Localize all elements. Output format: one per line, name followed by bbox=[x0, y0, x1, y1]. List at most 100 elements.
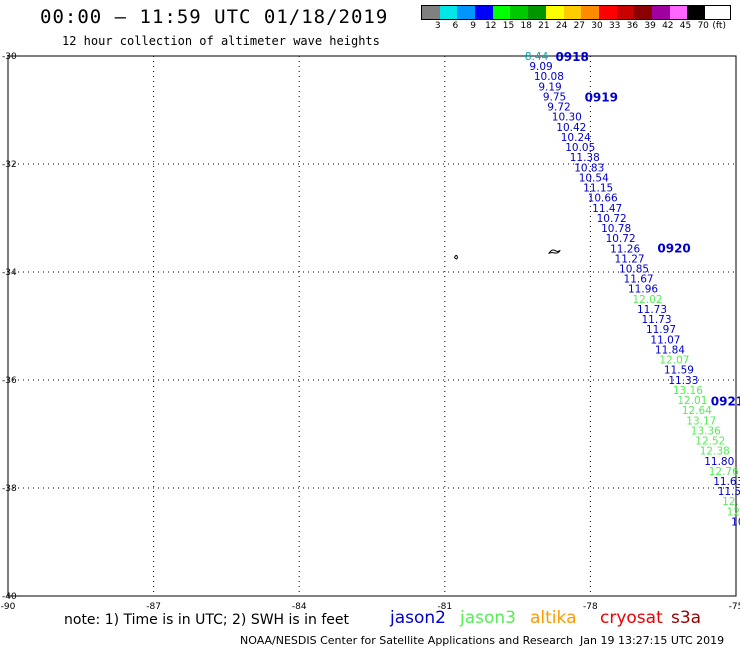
wave-height-value: 9.09 bbox=[529, 61, 552, 73]
wave-height-value: 12. bbox=[727, 506, 740, 518]
wave-height-value: 12.1 bbox=[722, 496, 740, 508]
color-scale-labels: 3 6 9 12 15 18 21 24 27 30 33 36 39 42 45 70 (ft) bbox=[421, 20, 731, 32]
wave-height-value: 12.52 bbox=[695, 436, 725, 448]
color-scale-swatch bbox=[651, 6, 670, 19]
wave-height-value: 10.72 bbox=[597, 213, 627, 225]
wave-height-value: 12.64 bbox=[682, 405, 712, 417]
wave-height-value: 12.76 bbox=[709, 466, 739, 478]
wave-height-value: 12.38 bbox=[700, 446, 730, 458]
wave-height-value: 9.72 bbox=[547, 102, 570, 114]
latitude-tick-label: -32 bbox=[2, 160, 17, 170]
color-scale-label: 21 bbox=[538, 21, 550, 31]
color-scale-unit: (ft) bbox=[712, 21, 726, 31]
color-scale-label: 6 bbox=[452, 21, 459, 31]
wave-height-value: 11.96 bbox=[628, 284, 658, 296]
wave-height-value: 10.72 bbox=[606, 233, 636, 245]
generation-timestamp: Jan 19 13:27:15 UTC 2019 bbox=[580, 634, 725, 647]
color-scale-label: 45 bbox=[679, 21, 692, 31]
satellite-legend-jason3: jason3 bbox=[460, 608, 516, 628]
wave-height-value: 11.63 bbox=[713, 476, 740, 488]
wave-height-value: 12.01 bbox=[677, 395, 707, 407]
color-scale-label: 24 bbox=[555, 21, 568, 31]
pass-time-label: 0921 bbox=[711, 395, 740, 409]
wave-height-value: 11.26 bbox=[610, 243, 640, 255]
color-scale-label: 33 bbox=[608, 21, 621, 31]
wave-height-value: 10.42 bbox=[556, 122, 586, 134]
pass-time-label: 0918 bbox=[555, 50, 588, 64]
color-scale-label: 39 bbox=[644, 21, 656, 31]
longitude-tick-label: -75 bbox=[729, 602, 740, 612]
color-scale-label: 3 bbox=[434, 21, 441, 31]
pass-time-label: 0919 bbox=[585, 91, 618, 105]
color-scale-swatch bbox=[492, 6, 511, 19]
wave-height-value: 10.24 bbox=[561, 132, 591, 144]
latitude-tick-label: -36 bbox=[2, 376, 17, 386]
wave-height-value: 11.84 bbox=[655, 344, 685, 356]
wave-height-value: 13.16 bbox=[673, 385, 703, 397]
wave-height-value: 11.73 bbox=[637, 304, 667, 316]
wave-height-value: 10.30 bbox=[552, 112, 582, 124]
satellite-legend-jason2: jason2 bbox=[390, 608, 446, 628]
color-scale-swatch bbox=[510, 6, 529, 19]
wave-height-value: 11.27 bbox=[615, 253, 645, 265]
color-scale-label: 12 bbox=[485, 21, 497, 31]
satellite-legend-altika: altika bbox=[530, 608, 577, 628]
longitude-tick-label: -90 bbox=[1, 602, 16, 612]
footnote: note: 1) Time is in UTC; 2) SWH is in fe… bbox=[64, 612, 350, 628]
wave-height-value: 11.80 bbox=[704, 456, 734, 468]
wave-height-value: 11.33 bbox=[668, 375, 698, 387]
longitude-tick-label: -84 bbox=[292, 602, 307, 612]
color-scale-swatch bbox=[439, 6, 458, 19]
wave-height-value: 13.36 bbox=[691, 425, 721, 437]
map-frame bbox=[7, 55, 737, 597]
wave-height-value: 11.97 bbox=[646, 324, 676, 336]
satellite-legend-cryosat: cryosat bbox=[600, 608, 663, 628]
wave-height-value: 12.02 bbox=[632, 294, 662, 306]
latitude-tick-label: -40 bbox=[2, 592, 17, 602]
color-scale-label: 42 bbox=[662, 21, 674, 31]
color-scale-swatch bbox=[669, 6, 688, 19]
color-scale-swatch bbox=[457, 6, 476, 19]
color-scale-label: 18 bbox=[520, 21, 532, 31]
color-scale-swatch bbox=[616, 6, 635, 19]
wave-height-value: 10 bbox=[731, 516, 740, 528]
color-scale-label: 30 bbox=[591, 21, 603, 31]
wave-height-value: 11.15 bbox=[583, 183, 613, 195]
island-outline bbox=[548, 249, 561, 255]
latitude-tick-label: -34 bbox=[2, 268, 17, 278]
satellite-legend-s3a: s3a bbox=[671, 608, 702, 628]
map-subtitle: 12 hour collection of altimeter wave hei… bbox=[62, 34, 380, 48]
color-scale-swatch bbox=[581, 6, 599, 19]
wave-height-value: 12.07 bbox=[659, 355, 689, 367]
color-scale-label: 36 bbox=[626, 21, 639, 31]
latitude-tick-label: -30 bbox=[2, 52, 17, 62]
wave-height-value: 11.73 bbox=[641, 314, 671, 326]
wave-height-value: 8.44 bbox=[525, 51, 549, 63]
color-scale-swatches bbox=[421, 5, 731, 20]
color-scale-label: 27 bbox=[573, 21, 586, 31]
color-scale-swatch bbox=[687, 6, 705, 19]
wave-height-value: 11.67 bbox=[624, 274, 654, 286]
wave-height-value: 10.05 bbox=[565, 142, 595, 154]
wave-height-value: 10.83 bbox=[574, 162, 604, 174]
credit-line: NOAA/NESDIS Center for Satellite Applica… bbox=[240, 634, 574, 647]
color-scale-label: 70 bbox=[697, 21, 709, 31]
island-outline bbox=[453, 254, 459, 260]
color-scale-swatch bbox=[563, 6, 582, 19]
longitude-tick-label: -81 bbox=[437, 602, 452, 612]
wave-height-value: 10.54 bbox=[579, 172, 609, 184]
pass-time-label: 0920 bbox=[657, 242, 690, 256]
wave-height-value: 9.75 bbox=[543, 91, 566, 103]
wave-height-value: 9.19 bbox=[538, 81, 561, 93]
wave-height-value: 10.08 bbox=[534, 71, 564, 83]
color-scale-label: 15 bbox=[502, 21, 515, 31]
color-scale-swatch bbox=[528, 6, 546, 19]
wave-height-value: 11.07 bbox=[650, 334, 680, 346]
longitude-tick-label: -87 bbox=[146, 602, 161, 612]
wave-height-value: 10.66 bbox=[588, 193, 618, 205]
color-scale-swatch bbox=[598, 6, 617, 19]
longitude-tick-label: -78 bbox=[583, 602, 598, 612]
map-title: 00:00 – 11:59 UTC 01/18/2019 bbox=[40, 6, 389, 28]
color-scale-swatch bbox=[634, 6, 652, 19]
